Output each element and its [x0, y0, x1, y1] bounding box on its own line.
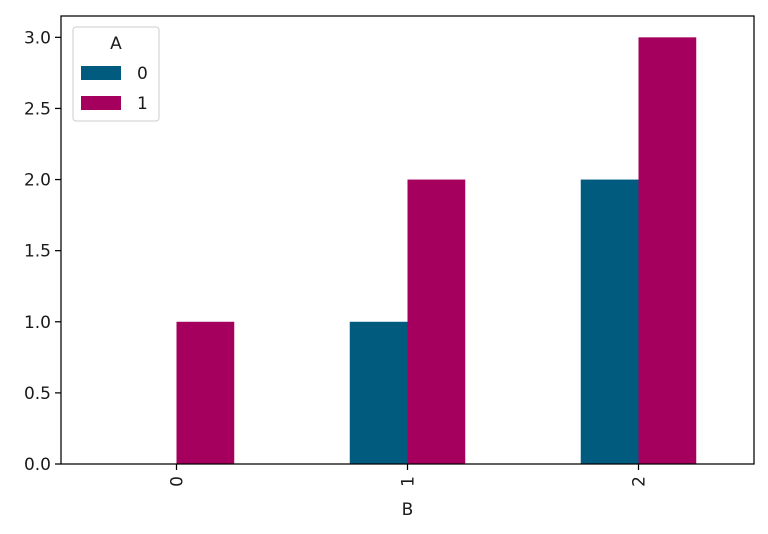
y-tick-label: 2.5 — [24, 99, 51, 119]
legend-items: 01 — [81, 64, 148, 114]
x-axis-title: B — [402, 500, 414, 520]
legend-swatch-1 — [81, 96, 121, 110]
x-tick-label: 2 — [630, 476, 650, 487]
bar-series-1-category-2 — [638, 37, 697, 464]
legend-label: 0 — [137, 64, 148, 84]
bar-series-0-category-2 — [580, 179, 639, 465]
y-tick-label: 0.0 — [24, 455, 51, 475]
bar-series-0-category-1 — [349, 321, 408, 464]
legend-swatch-0 — [81, 66, 121, 80]
bar-series-1-category-1 — [407, 179, 466, 465]
y-tick-label: 1.0 — [24, 313, 51, 333]
y-tick-label: 0.5 — [24, 384, 51, 404]
legend-label: 1 — [137, 94, 148, 114]
x-tick-label: 0 — [168, 476, 188, 487]
y-tick-label: 1.5 — [24, 242, 51, 262]
bar-series-1-category-0 — [176, 321, 235, 464]
legend-title: A — [110, 34, 122, 54]
bars-layer — [176, 37, 697, 465]
x-axis: 0 1 2 — [168, 464, 650, 487]
y-tick-label: 2.0 — [24, 171, 51, 191]
x-tick-label: 1 — [399, 476, 419, 487]
y-tick-label: 3.0 — [24, 28, 51, 48]
legend: A 01 — [72, 26, 160, 122]
y-axis: 0.0 0.5 1.0 1.5 2.0 2.5 3.0 — [24, 28, 61, 475]
